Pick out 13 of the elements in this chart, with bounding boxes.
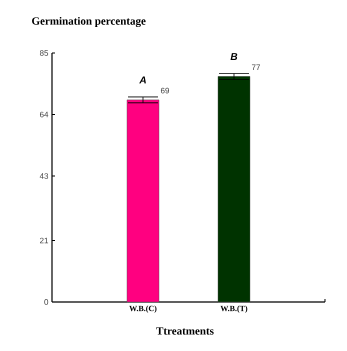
chart-title: Germination percentage: [32, 16, 146, 28]
y-tick-label: 43: [40, 173, 48, 179]
annotation: A: [139, 76, 146, 84]
x-axis-title: Ttreatments: [156, 327, 214, 335]
y-tick-label: 85: [40, 50, 48, 56]
data-label: 69: [160, 88, 170, 94]
y-tick-label: 21: [40, 238, 48, 244]
y-tick-label: 0: [44, 299, 48, 305]
data-label: 77: [252, 64, 260, 70]
x-tick-label: W.B.(C): [129, 306, 156, 313]
annotation: B: [230, 53, 238, 60]
x-tick-label: W.B.(T): [220, 306, 248, 313]
y-tick-label: 64: [40, 112, 48, 118]
